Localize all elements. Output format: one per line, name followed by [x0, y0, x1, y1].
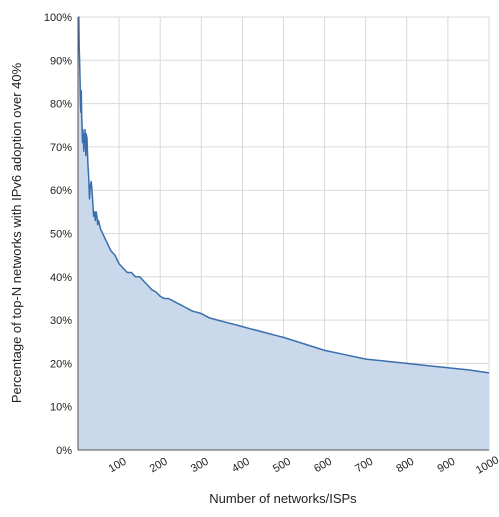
- x-tick-label: 900: [435, 456, 457, 476]
- area-series: [78, 16, 490, 450]
- x-tick-label: 700: [353, 456, 375, 476]
- x-tick-label: 200: [148, 456, 170, 476]
- x-tick-label: 800: [394, 456, 416, 476]
- y-tick-label: 20%: [50, 358, 72, 370]
- y-tick-label: 70%: [50, 142, 72, 154]
- x-tick-label: 600: [312, 456, 334, 476]
- x-tick-label: 1000: [474, 454, 499, 477]
- y-tick-label: 0%: [56, 445, 72, 457]
- x-tick-label: 300: [189, 456, 211, 476]
- y-tick-label: 30%: [50, 315, 72, 327]
- x-tick-label: 400: [230, 456, 252, 476]
- series-line: [78, 16, 490, 374]
- y-tick-label: 80%: [50, 99, 72, 111]
- y-tick-labels: 0% 10% 20% 30% 40% 50% 60% 70% 80% 90% 100%: [44, 12, 72, 457]
- area-fill: [78, 17, 490, 450]
- y-tick-label: 10%: [50, 402, 72, 414]
- y-tick-label: 50%: [50, 229, 72, 241]
- axes: [77, 17, 489, 451]
- y-tick-label: 90%: [50, 55, 72, 67]
- y-tick-label: 100%: [44, 12, 72, 24]
- x-axis-label: Number of networks/ISPs: [209, 491, 357, 506]
- y-tick-label: 40%: [50, 272, 72, 284]
- y-axis-label: Percentage of top-N networks with IPv6 a…: [9, 62, 24, 403]
- x-tick-labels: 100 200 300 400 500 600 700 800 900 1000: [107, 454, 499, 477]
- x-tick-label: 500: [271, 456, 293, 476]
- x-tick-label: 100: [107, 456, 129, 476]
- y-tick-label: 60%: [50, 185, 72, 197]
